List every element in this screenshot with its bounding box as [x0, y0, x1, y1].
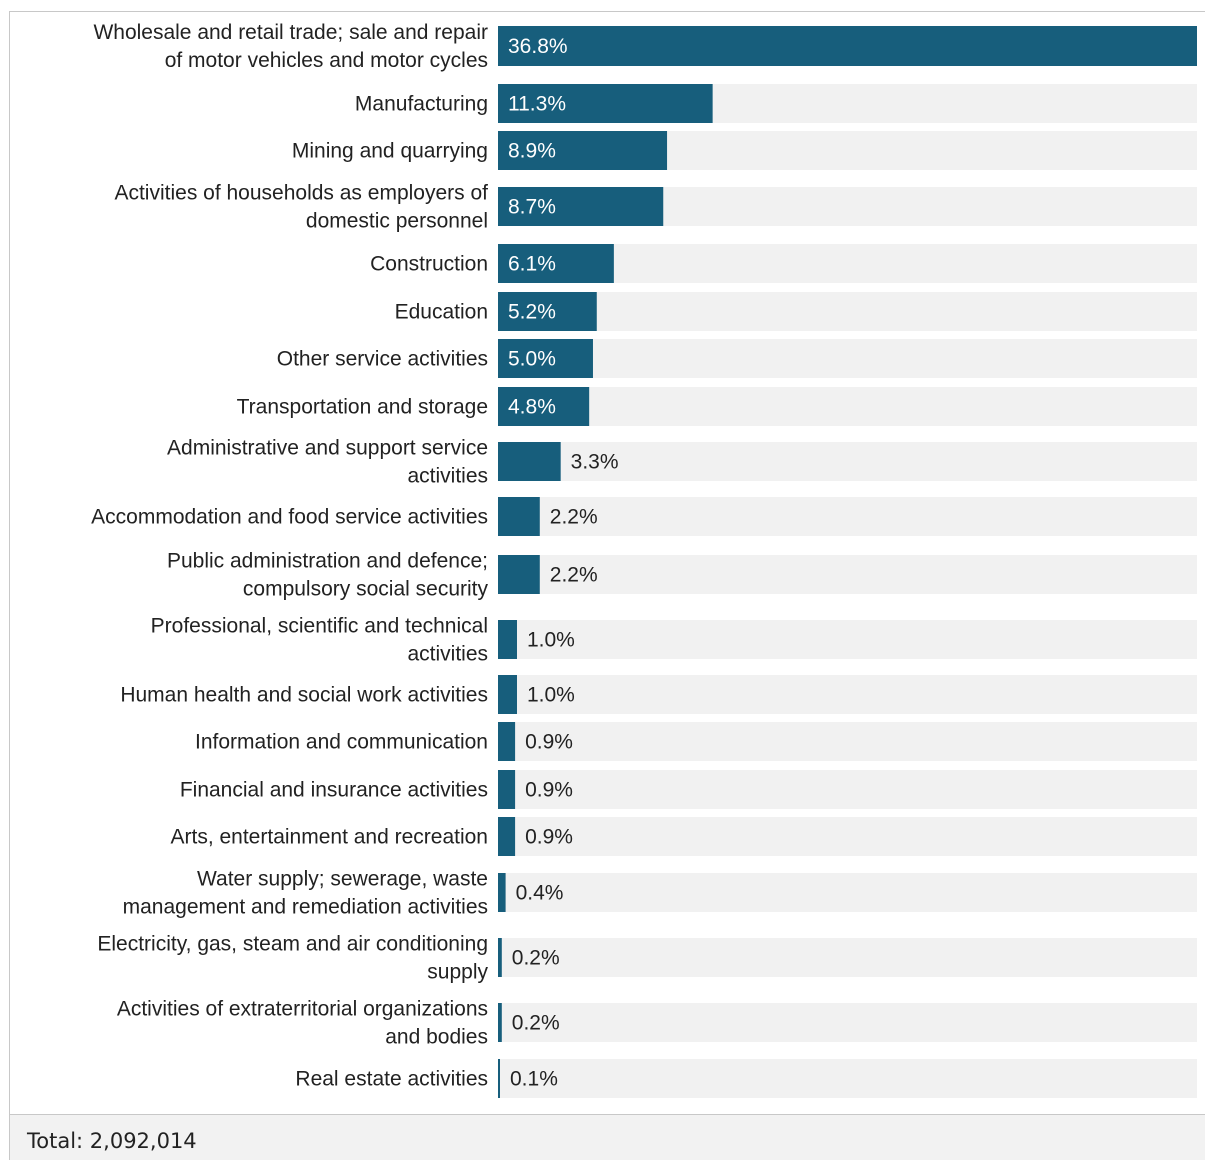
- bar-track: [498, 770, 1197, 809]
- bar: [498, 387, 590, 426]
- value-label: 0.2%: [512, 947, 560, 970]
- bar-track: [498, 1059, 1197, 1098]
- bar: [498, 770, 516, 809]
- category-label: Other service activities: [277, 348, 488, 371]
- value-label: 0.2%: [512, 1012, 560, 1035]
- total-label: Total: 2,092,014: [27, 1129, 197, 1153]
- bar: [498, 131, 668, 170]
- bar-track: [498, 938, 1197, 977]
- bar: [498, 722, 516, 761]
- value-label: 0.9%: [525, 779, 573, 802]
- bar: [498, 442, 561, 481]
- category-label: Electricity, gas, steam and air conditio…: [97, 933, 488, 984]
- bar: [498, 675, 517, 714]
- value-label: 36.8%: [508, 35, 568, 58]
- value-label: 1.0%: [527, 684, 575, 707]
- category-label: Construction: [370, 253, 488, 276]
- category-label: Activities of households as employers of…: [114, 182, 488, 233]
- bar-track: [498, 873, 1197, 912]
- bar-chart: 36.8% Wholesale and retail trade; sale an…: [91, 21, 1197, 1098]
- bar-track: [498, 339, 1197, 378]
- chart-footer: Total: 2,092,014: [9, 1114, 1205, 1160]
- bar: [498, 620, 517, 659]
- category-label: Professional, scientific and technical ac…: [151, 615, 488, 666]
- bar: [498, 873, 506, 912]
- value-label: 8.7%: [508, 196, 556, 219]
- bar: [498, 1059, 500, 1098]
- category-label: Financial and insurance activities: [180, 779, 488, 802]
- bar-track: [498, 620, 1197, 659]
- bar-track: [498, 292, 1197, 331]
- category-label: Activities of extraterritorial organizat…: [117, 998, 488, 1049]
- bar: [498, 26, 1197, 66]
- bar: [498, 84, 713, 123]
- bar: [498, 292, 597, 331]
- bar: [498, 555, 540, 594]
- bar: [498, 339, 593, 378]
- category-label: Arts, entertainment and recreation: [170, 826, 488, 849]
- bar: [498, 938, 502, 977]
- category-label: Public administration and defence; compul…: [167, 550, 489, 601]
- category-label: Water supply; sewerage, waste management …: [123, 868, 488, 919]
- bar: [498, 187, 664, 226]
- bar-track: [498, 722, 1197, 761]
- value-label: 0.1%: [510, 1068, 558, 1091]
- value-label: 2.2%: [550, 506, 598, 529]
- value-label: 6.1%: [508, 253, 556, 276]
- value-label: 8.9%: [508, 140, 556, 163]
- bar: [498, 817, 516, 856]
- bar: [498, 1003, 502, 1042]
- value-label: 11.3%: [508, 93, 566, 116]
- category-label: Mining and quarrying: [292, 140, 488, 163]
- category-label: Real estate activities: [295, 1068, 488, 1091]
- bar-track: [498, 817, 1197, 856]
- category-label: Accommodation and food service activitie…: [91, 506, 488, 529]
- value-label: 2.2%: [550, 564, 598, 587]
- chart-frame: 36.8% Wholesale and retail trade; sale an…: [9, 11, 1205, 1115]
- value-label: 5.0%: [508, 348, 556, 371]
- category-label: Manufacturing: [355, 93, 488, 116]
- bar: [498, 244, 614, 283]
- value-label: 3.3%: [571, 451, 619, 474]
- value-label: 0.9%: [525, 731, 573, 754]
- bar-track: [498, 1003, 1197, 1042]
- value-label: 1.0%: [527, 629, 575, 652]
- category-label: Wholesale and retail trade; sale and rep…: [93, 21, 488, 72]
- category-label: Human health and social work activities: [120, 684, 488, 707]
- category-label: Transportation and storage: [237, 396, 488, 419]
- bar-track: [498, 442, 1197, 481]
- value-label: 5.2%: [508, 301, 556, 324]
- value-label: 0.9%: [525, 826, 573, 849]
- value-label: 4.8%: [508, 396, 556, 419]
- category-label: Education: [395, 301, 488, 324]
- bar-track: [498, 387, 1197, 426]
- category-label: Information and communication: [195, 731, 488, 754]
- bar-track: [498, 675, 1197, 714]
- value-label: 0.4%: [516, 882, 564, 905]
- bar-track: [498, 555, 1197, 594]
- bar-track: [498, 497, 1197, 536]
- bar: [498, 497, 540, 536]
- bar-track: [498, 244, 1197, 283]
- category-label: Administrative and support service activi…: [167, 437, 488, 488]
